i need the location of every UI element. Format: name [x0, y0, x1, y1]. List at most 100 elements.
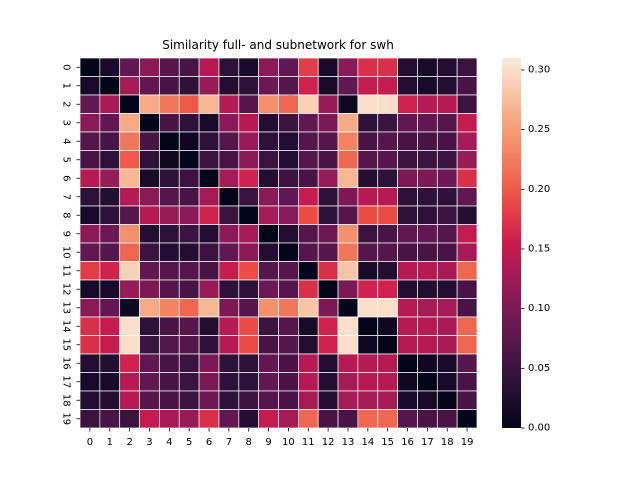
heatmap-cell-8-14	[357, 205, 379, 225]
heatmap-cell-6-16	[397, 168, 418, 188]
heatmap-cell-6-18	[436, 168, 458, 188]
x-tick-label: 10	[282, 437, 295, 448]
heatmap-cell-2-3	[139, 94, 160, 114]
heatmap-cell-8-3	[139, 205, 160, 225]
heatmap-cell-13-17	[417, 298, 438, 318]
heatmap-cell-7-9	[258, 187, 279, 207]
heatmap-cell-15-1	[99, 335, 121, 355]
heatmap-cell-14-7	[218, 316, 240, 336]
heatmap-cell-8-17	[417, 205, 438, 225]
heatmap-cell-14-10	[278, 316, 299, 336]
heatmap-cell-0-13	[337, 57, 359, 77]
heatmap-cell-16-13	[337, 353, 359, 373]
heatmap-cell-7-6	[198, 187, 220, 207]
heatmap-cell-3-4	[159, 113, 180, 133]
heatmap-cell-15-6	[198, 335, 220, 355]
y-tick-label: 12	[61, 283, 72, 296]
heatmap-cell-10-16	[397, 242, 418, 262]
heatmap-cell-1-7	[218, 76, 240, 96]
heatmap-cell-0-2	[119, 57, 140, 77]
heatmap-cell-17-17	[417, 372, 438, 392]
heatmap-cell-14-6	[198, 316, 220, 336]
heatmap-cell-18-10	[278, 390, 299, 410]
heatmap-cell-11-2	[119, 261, 140, 281]
heatmap-cell-4-6	[198, 131, 220, 151]
heatmap-cell-14-4	[159, 316, 180, 336]
heatmap-cell-8-13	[337, 205, 359, 225]
heatmap-cell-6-1	[99, 168, 121, 188]
heatmap-cell-7-17	[417, 187, 438, 207]
heatmap-cell-2-17	[417, 94, 438, 114]
heatmap-cell-12-15	[377, 279, 398, 299]
y-tick-label: 14	[61, 320, 72, 333]
heatmap-cell-10-15	[377, 242, 398, 262]
heatmap-cell-6-2	[119, 168, 140, 188]
heatmap-cell-10-13	[337, 242, 359, 262]
heatmap-cell-17-4	[159, 372, 180, 392]
heatmap-cell-11-10	[278, 261, 299, 281]
heatmap-cell-19-19	[456, 409, 478, 429]
x-tick-label: 1	[107, 437, 113, 448]
heatmap-cell-12-9	[258, 279, 279, 299]
heatmap-cell-9-2	[119, 224, 140, 244]
heatmap-cell-16-19	[456, 353, 478, 373]
heatmap-cell-1-2	[119, 76, 140, 96]
heatmap-cell-4-2	[119, 131, 140, 151]
heatmap-cell-8-7	[218, 205, 240, 225]
heatmap-cell-18-14	[357, 390, 379, 410]
heatmap-cell-7-14	[357, 187, 379, 207]
heatmap-cell-7-19	[456, 187, 478, 207]
heatmap-cell-17-9	[258, 372, 279, 392]
y-tick-label: 19	[61, 412, 72, 425]
heatmap-cell-18-6	[198, 390, 220, 410]
heatmap-cell-16-12	[317, 353, 339, 373]
heatmap-cell-9-14	[357, 224, 379, 244]
heatmap-cell-15-12	[317, 335, 339, 355]
heatmap-cell-14-5	[178, 316, 200, 336]
heatmap-cell-15-9	[258, 335, 279, 355]
heatmap-cell-4-7	[218, 131, 240, 151]
heatmap-cells	[79, 57, 478, 429]
heatmap-cell-5-11	[298, 150, 319, 170]
heatmap-cell-1-18	[436, 76, 458, 96]
heatmap-cell-10-14	[357, 242, 379, 262]
heatmap-cell-15-7	[218, 335, 240, 355]
heatmap-cell-17-2	[119, 372, 140, 392]
heatmap-cell-12-1	[99, 279, 121, 299]
heatmap-cell-10-18	[436, 242, 458, 262]
colorbar-tick-label: 0.30	[528, 64, 550, 75]
heatmap-cell-15-10	[278, 335, 299, 355]
heatmap-cell-7-15	[377, 187, 398, 207]
heatmap-cell-17-6	[198, 372, 220, 392]
heatmap-cell-6-14	[357, 168, 379, 188]
heatmap-cell-2-5	[178, 94, 200, 114]
heatmap-cell-3-5	[178, 113, 200, 133]
heatmap-cell-5-0	[79, 150, 101, 170]
heatmap-cell-13-12	[317, 298, 339, 318]
heatmap-cell-8-18	[436, 205, 458, 225]
colorbar-tick-label: 0.15	[528, 243, 550, 254]
heatmap-cell-7-13	[337, 187, 359, 207]
x-tick-label: 9	[265, 437, 271, 448]
heatmap-cell-4-13	[337, 131, 359, 151]
heatmap-cell-5-19	[456, 150, 478, 170]
heatmap-cell-13-4	[159, 298, 180, 318]
heatmap-cell-5-12	[317, 150, 339, 170]
heatmap-cell-12-16	[397, 279, 418, 299]
heatmap-cell-1-15	[377, 76, 398, 96]
x-tick-label: 7	[226, 437, 232, 448]
heatmap-cell-19-10	[278, 409, 299, 429]
heatmap-cell-19-18	[436, 409, 458, 429]
heatmap-cell-18-7	[218, 390, 240, 410]
heatmap-cell-19-17	[417, 409, 438, 429]
heatmap-cell-11-17	[417, 261, 438, 281]
colorbar	[502, 58, 521, 428]
heatmap-cell-13-5	[178, 298, 200, 318]
y-tick-label: 9	[61, 231, 72, 237]
y-tick-label: 10	[61, 246, 72, 259]
heatmap-cell-12-5	[178, 279, 200, 299]
heatmap-cell-15-11	[298, 335, 319, 355]
heatmap-cell-12-11	[298, 279, 319, 299]
heatmap-cell-12-19	[456, 279, 478, 299]
